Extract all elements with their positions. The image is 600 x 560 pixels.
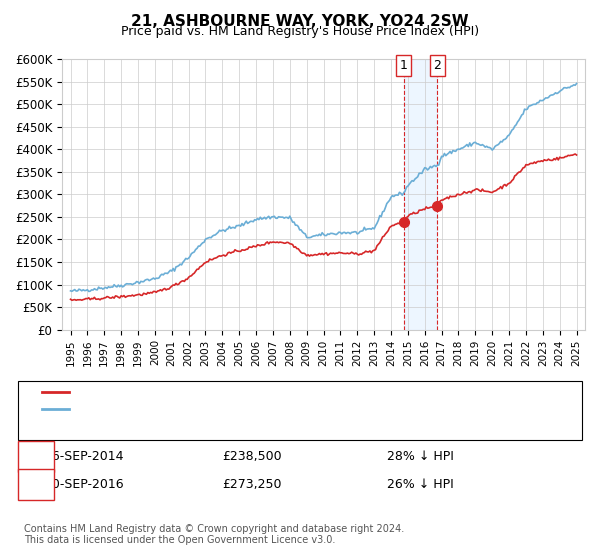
Text: 21, ASHBOURNE WAY, YORK, YO24 2SW: 21, ASHBOURNE WAY, YORK, YO24 2SW [131,14,469,29]
Text: 1: 1 [32,450,40,463]
Text: Price paid vs. HM Land Registry's House Price Index (HPI): Price paid vs. HM Land Registry's House … [121,25,479,38]
Text: 1: 1 [400,59,407,72]
Text: 2: 2 [433,59,442,72]
Text: 28% ↓ HPI: 28% ↓ HPI [386,450,454,463]
Text: 21, ASHBOURNE WAY, YORK, YO24 2SW (detached house): 21, ASHBOURNE WAY, YORK, YO24 2SW (detac… [75,385,416,399]
Text: 26-SEP-2014: 26-SEP-2014 [44,450,124,463]
Bar [404,59,437,330]
Text: HPI: Average price, detached house, York: HPI: Average price, detached house, York [75,402,318,416]
Text: 30-SEP-2016: 30-SEP-2016 [44,478,124,491]
Text: 2: 2 [32,478,40,491]
Text: 26% ↓ HPI: 26% ↓ HPI [386,478,454,491]
Text: £273,250: £273,250 [222,478,282,491]
Text: Contains HM Land Registry data © Crown copyright and database right 2024.
This d: Contains HM Land Registry data © Crown c… [24,524,404,545]
Text: £238,500: £238,500 [222,450,282,463]
